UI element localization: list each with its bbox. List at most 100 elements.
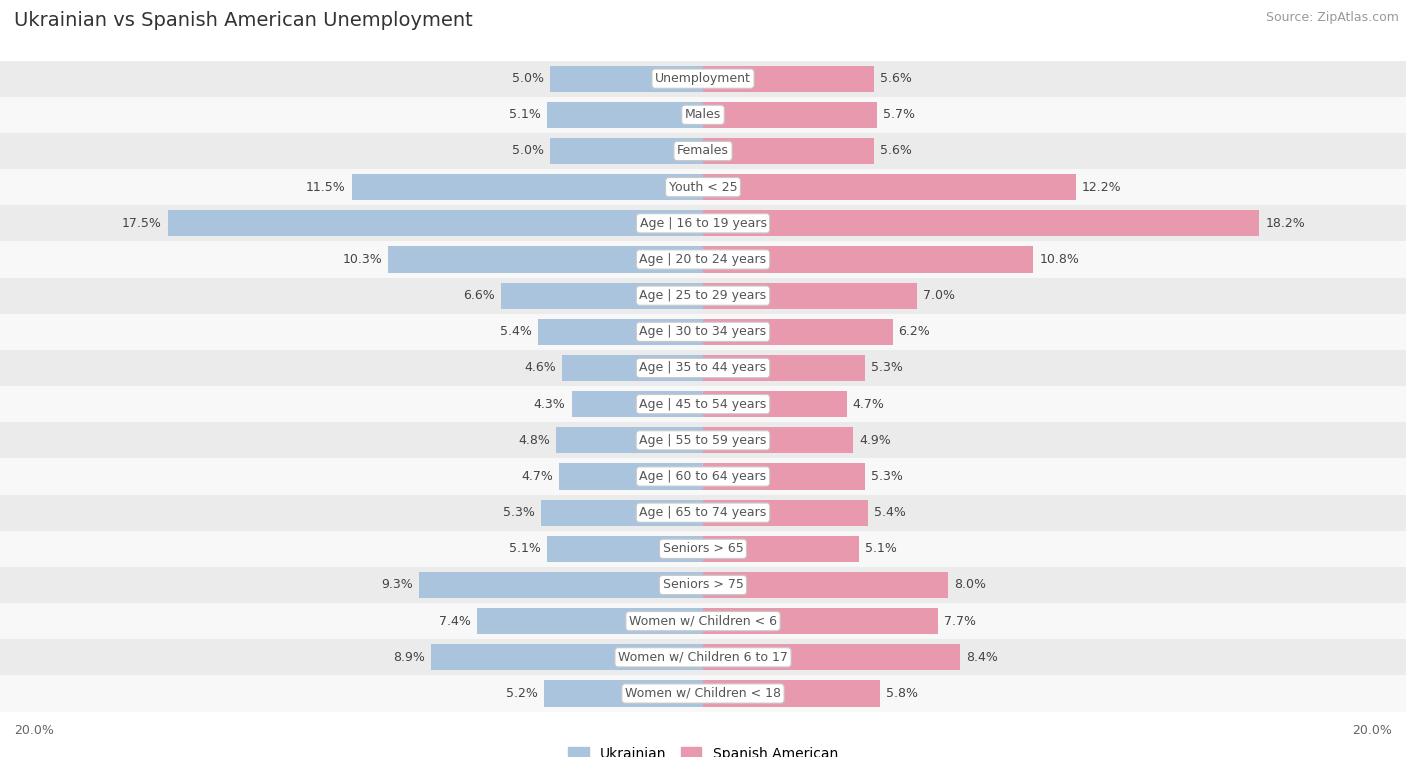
Legend: Ukrainian, Spanish American: Ukrainian, Spanish American: [562, 741, 844, 757]
Bar: [703, 210, 1260, 236]
Bar: [352, 174, 703, 200]
Text: 7.7%: 7.7%: [945, 615, 976, 628]
Text: Age | 55 to 59 years: Age | 55 to 59 years: [640, 434, 766, 447]
Text: Age | 30 to 34 years: Age | 30 to 34 years: [640, 326, 766, 338]
Bar: [0, 675, 1406, 712]
Text: 4.7%: 4.7%: [522, 470, 553, 483]
Text: Age | 45 to 54 years: Age | 45 to 54 years: [640, 397, 766, 410]
Text: 20.0%: 20.0%: [14, 724, 53, 737]
Bar: [419, 572, 703, 598]
Text: 10.8%: 10.8%: [1039, 253, 1078, 266]
Text: 5.6%: 5.6%: [880, 145, 912, 157]
Text: Seniors > 75: Seniors > 75: [662, 578, 744, 591]
Text: Age | 25 to 29 years: Age | 25 to 29 years: [640, 289, 766, 302]
Text: 8.9%: 8.9%: [394, 651, 425, 664]
Bar: [703, 427, 853, 453]
Text: 4.8%: 4.8%: [519, 434, 550, 447]
Bar: [0, 531, 1406, 567]
Bar: [477, 608, 703, 634]
Text: Ukrainian vs Spanish American Unemployment: Ukrainian vs Spanish American Unemployme…: [14, 11, 472, 30]
Text: Age | 35 to 44 years: Age | 35 to 44 years: [640, 362, 766, 375]
Text: Youth < 25: Youth < 25: [669, 181, 737, 194]
Text: Women w/ Children < 18: Women w/ Children < 18: [626, 687, 780, 700]
Bar: [703, 355, 865, 381]
Bar: [703, 644, 960, 671]
Bar: [502, 282, 703, 309]
Text: 11.5%: 11.5%: [305, 181, 346, 194]
Text: Age | 16 to 19 years: Age | 16 to 19 years: [640, 217, 766, 230]
Text: 18.2%: 18.2%: [1265, 217, 1305, 230]
Text: 20.0%: 20.0%: [1353, 724, 1392, 737]
Text: Unemployment: Unemployment: [655, 72, 751, 85]
Bar: [703, 500, 868, 525]
Text: Source: ZipAtlas.com: Source: ZipAtlas.com: [1265, 11, 1399, 24]
Bar: [703, 247, 1033, 273]
Bar: [703, 572, 948, 598]
Text: Age | 60 to 64 years: Age | 60 to 64 years: [640, 470, 766, 483]
Text: 5.0%: 5.0%: [512, 145, 544, 157]
Text: 4.6%: 4.6%: [524, 362, 557, 375]
Text: Males: Males: [685, 108, 721, 121]
Bar: [0, 205, 1406, 241]
Bar: [703, 66, 875, 92]
Bar: [557, 427, 703, 453]
Bar: [544, 681, 703, 706]
Text: 5.2%: 5.2%: [506, 687, 538, 700]
Text: 8.4%: 8.4%: [966, 651, 998, 664]
Bar: [388, 247, 703, 273]
Bar: [538, 319, 703, 345]
Text: 17.5%: 17.5%: [122, 217, 162, 230]
Bar: [0, 494, 1406, 531]
Text: 5.3%: 5.3%: [872, 362, 903, 375]
Bar: [169, 210, 703, 236]
Text: 6.2%: 6.2%: [898, 326, 931, 338]
Text: Age | 20 to 24 years: Age | 20 to 24 years: [640, 253, 766, 266]
Bar: [562, 355, 703, 381]
Text: 8.0%: 8.0%: [953, 578, 986, 591]
Bar: [0, 241, 1406, 278]
Bar: [0, 313, 1406, 350]
Text: 4.3%: 4.3%: [534, 397, 565, 410]
Bar: [703, 319, 893, 345]
Text: 7.0%: 7.0%: [924, 289, 955, 302]
Bar: [0, 278, 1406, 313]
Text: 5.1%: 5.1%: [509, 108, 541, 121]
Bar: [703, 101, 877, 128]
Text: 5.3%: 5.3%: [872, 470, 903, 483]
Text: 5.7%: 5.7%: [883, 108, 915, 121]
Bar: [541, 500, 703, 525]
Text: 5.4%: 5.4%: [875, 506, 905, 519]
Text: 9.3%: 9.3%: [381, 578, 412, 591]
Bar: [547, 536, 703, 562]
Text: 5.6%: 5.6%: [880, 72, 912, 85]
Bar: [703, 174, 1076, 200]
Bar: [550, 66, 703, 92]
Text: Females: Females: [678, 145, 728, 157]
Bar: [0, 386, 1406, 422]
Text: 5.0%: 5.0%: [512, 72, 544, 85]
Bar: [0, 603, 1406, 639]
Text: 4.7%: 4.7%: [853, 397, 884, 410]
Text: 10.3%: 10.3%: [342, 253, 382, 266]
Text: 5.1%: 5.1%: [509, 542, 541, 556]
Bar: [0, 459, 1406, 494]
Bar: [0, 133, 1406, 169]
Bar: [560, 463, 703, 490]
Bar: [703, 282, 917, 309]
Text: 7.4%: 7.4%: [439, 615, 471, 628]
Bar: [0, 350, 1406, 386]
Text: 4.9%: 4.9%: [859, 434, 890, 447]
Text: 12.2%: 12.2%: [1083, 181, 1122, 194]
Text: 5.8%: 5.8%: [886, 687, 918, 700]
Bar: [0, 169, 1406, 205]
Bar: [0, 567, 1406, 603]
Bar: [703, 608, 938, 634]
Bar: [547, 101, 703, 128]
Text: Age | 65 to 74 years: Age | 65 to 74 years: [640, 506, 766, 519]
Bar: [432, 644, 703, 671]
Text: Women w/ Children < 6: Women w/ Children < 6: [628, 615, 778, 628]
Text: Seniors > 65: Seniors > 65: [662, 542, 744, 556]
Bar: [703, 138, 875, 164]
Text: 6.6%: 6.6%: [464, 289, 495, 302]
Bar: [0, 639, 1406, 675]
